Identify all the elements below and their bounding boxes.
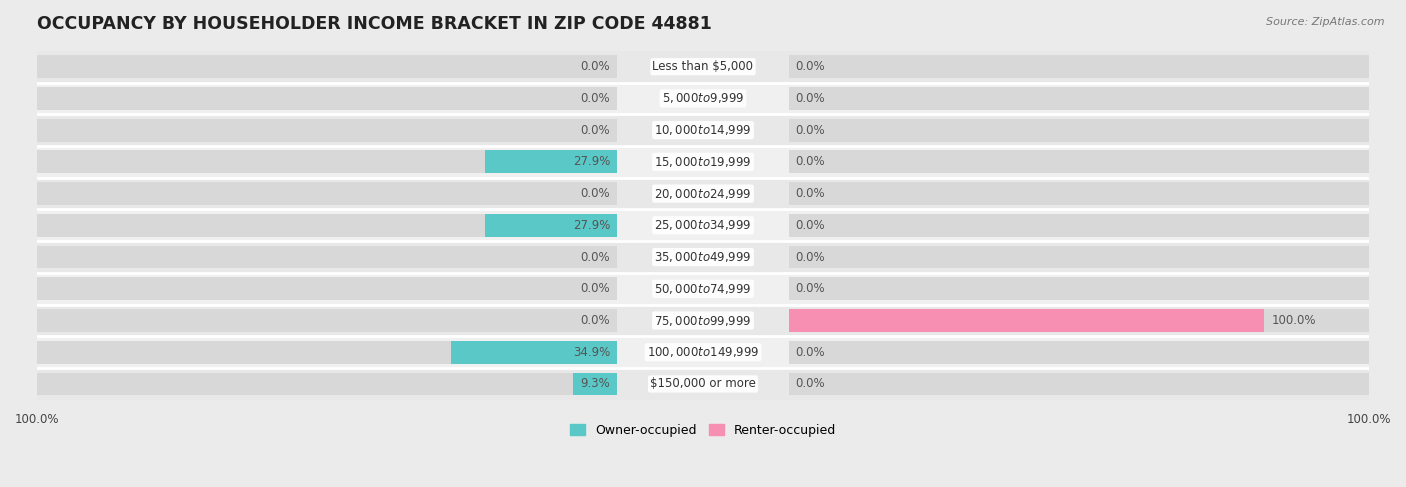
Text: $20,000 to $24,999: $20,000 to $24,999: [654, 187, 752, 201]
Bar: [37, 368, 1369, 400]
Text: OCCUPANCY BY HOUSEHOLDER INCOME BRACKET IN ZIP CODE 44881: OCCUPANCY BY HOUSEHOLDER INCOME BRACKET …: [37, 15, 711, 33]
Text: $25,000 to $34,999: $25,000 to $34,999: [654, 218, 752, 232]
Text: 0.0%: 0.0%: [581, 314, 610, 327]
Bar: [37, 341, 617, 364]
Bar: [37, 51, 1369, 83]
Text: 0.0%: 0.0%: [796, 346, 825, 359]
Bar: [789, 341, 1369, 364]
Text: 27.9%: 27.9%: [572, 155, 610, 169]
Bar: [485, 150, 617, 173]
Text: $75,000 to $99,999: $75,000 to $99,999: [654, 314, 752, 328]
Bar: [37, 119, 617, 142]
Bar: [789, 182, 1369, 205]
Text: 9.3%: 9.3%: [581, 377, 610, 391]
Bar: [789, 87, 1369, 110]
Bar: [789, 278, 1369, 300]
Text: 0.0%: 0.0%: [796, 155, 825, 169]
Bar: [37, 182, 617, 205]
Bar: [574, 373, 617, 395]
Text: 100.0%: 100.0%: [1271, 314, 1316, 327]
Text: $10,000 to $14,999: $10,000 to $14,999: [654, 123, 752, 137]
Bar: [789, 373, 1369, 395]
Bar: [37, 114, 1369, 146]
Text: 34.9%: 34.9%: [574, 346, 610, 359]
Bar: [789, 309, 1369, 332]
Text: $50,000 to $74,999: $50,000 to $74,999: [654, 282, 752, 296]
Bar: [37, 209, 1369, 241]
Bar: [37, 273, 1369, 305]
Bar: [37, 337, 1369, 368]
Text: 0.0%: 0.0%: [796, 219, 825, 232]
Bar: [37, 83, 1369, 114]
Text: 0.0%: 0.0%: [796, 60, 825, 73]
Text: 0.0%: 0.0%: [796, 92, 825, 105]
Bar: [37, 214, 617, 237]
Bar: [789, 214, 1369, 237]
Text: $150,000 or more: $150,000 or more: [650, 377, 756, 391]
Bar: [37, 87, 617, 110]
Text: 0.0%: 0.0%: [796, 377, 825, 391]
Bar: [451, 341, 617, 364]
Text: $35,000 to $49,999: $35,000 to $49,999: [654, 250, 752, 264]
Text: 0.0%: 0.0%: [796, 187, 825, 200]
Text: 0.0%: 0.0%: [581, 282, 610, 295]
Bar: [37, 241, 1369, 273]
Bar: [789, 55, 1369, 78]
Bar: [789, 309, 1264, 332]
Text: 0.0%: 0.0%: [796, 124, 825, 137]
Text: 0.0%: 0.0%: [581, 92, 610, 105]
Text: 0.0%: 0.0%: [796, 251, 825, 263]
Text: Source: ZipAtlas.com: Source: ZipAtlas.com: [1267, 17, 1385, 27]
Text: $100,000 to $149,999: $100,000 to $149,999: [647, 345, 759, 359]
Text: $15,000 to $19,999: $15,000 to $19,999: [654, 155, 752, 169]
Bar: [789, 119, 1369, 142]
Bar: [37, 278, 617, 300]
Bar: [37, 245, 617, 268]
Text: 27.9%: 27.9%: [572, 219, 610, 232]
Bar: [37, 150, 617, 173]
Bar: [485, 214, 617, 237]
Bar: [37, 309, 617, 332]
Bar: [789, 245, 1369, 268]
Bar: [37, 305, 1369, 337]
Text: 0.0%: 0.0%: [581, 60, 610, 73]
Text: 0.0%: 0.0%: [581, 124, 610, 137]
Text: 0.0%: 0.0%: [796, 282, 825, 295]
Bar: [37, 146, 1369, 178]
Bar: [37, 55, 617, 78]
Text: 0.0%: 0.0%: [581, 187, 610, 200]
Bar: [37, 373, 617, 395]
Text: 0.0%: 0.0%: [581, 251, 610, 263]
Text: Less than $5,000: Less than $5,000: [652, 60, 754, 73]
Text: $5,000 to $9,999: $5,000 to $9,999: [662, 92, 744, 105]
Bar: [37, 178, 1369, 209]
Bar: [789, 150, 1369, 173]
Legend: Owner-occupied, Renter-occupied: Owner-occupied, Renter-occupied: [565, 419, 841, 442]
